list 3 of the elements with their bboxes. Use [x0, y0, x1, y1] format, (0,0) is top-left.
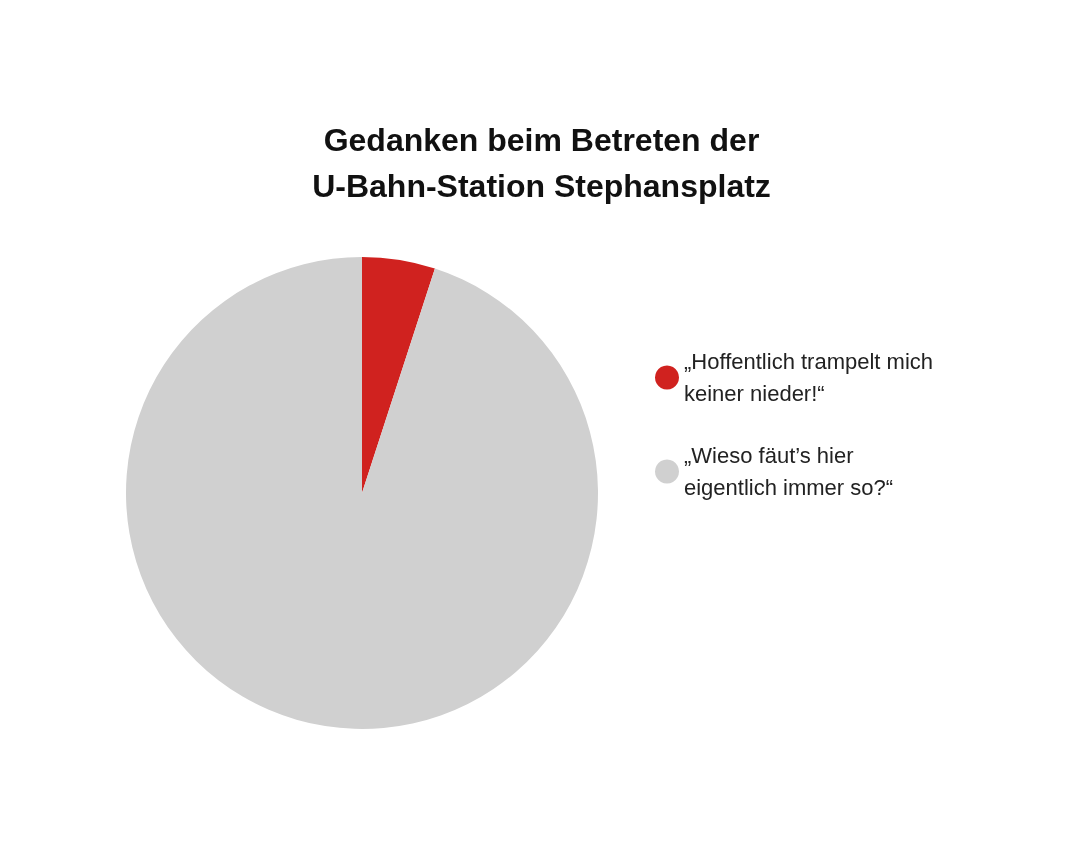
legend-label: „Wieso fäut’s hier eigentlich immer so?“ [684, 443, 894, 500]
legend-label: „Hoffentlich trampelt mich keiner nieder!“ [684, 349, 940, 406]
chart-title: Gedanken beim Betreten der U-Bahn-Station Stephansplatz [312, 122, 771, 204]
